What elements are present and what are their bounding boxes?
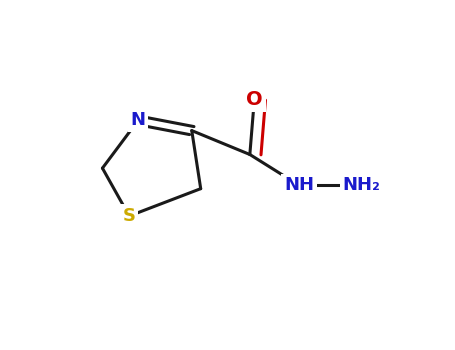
Text: NH₂: NH₂ (343, 176, 380, 194)
Text: NH: NH (284, 176, 314, 194)
Text: S: S (123, 207, 136, 225)
Text: O: O (246, 90, 263, 109)
Text: N: N (131, 111, 146, 130)
